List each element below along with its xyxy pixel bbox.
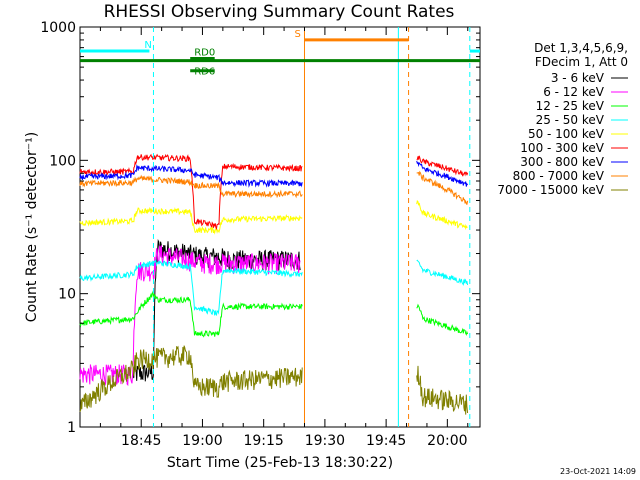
series-8-line — [79, 170, 469, 205]
series-5 — [79, 200, 468, 235]
tick-layer: 1 10 100 1000 18:45 19:00 19:15 19:30 19:45 20:00 — [40, 20, 480, 449]
flag-label-2: S — [294, 29, 300, 40]
legend-header-line-1: Det 1,3,4,5,6,9, — [534, 41, 628, 55]
y-tick-label-1: 1 — [67, 420, 76, 436]
legend-label-5: 50 - 100 keV — [528, 127, 605, 141]
series-1 — [132, 239, 301, 382]
legend: Det 1,3,4,5,6,9, FDecim 1, Att 0 3 - 6 k… — [497, 41, 628, 197]
legend-label-9: 7000 - 15000 keV — [497, 183, 604, 197]
x-tick-label-4: 19:30 — [305, 433, 345, 449]
chart-title: RHESSI Observing Summary Count Rates — [104, 2, 455, 22]
y-tick-label-2: 10 — [58, 287, 76, 303]
y-axis-label: Count Rate (s⁻¹ detector⁻¹) — [24, 132, 40, 322]
x-tick-label-5: 19:45 — [366, 433, 406, 449]
series-3-line — [79, 290, 469, 338]
series-7-line — [79, 160, 469, 188]
legend-label-7: 300 - 800 keV — [520, 155, 604, 169]
legend-label-2: 6 - 12 keV — [543, 85, 605, 99]
x-tick-label-1: 18:45 — [121, 433, 161, 449]
series-4-line — [79, 259, 469, 317]
series-4 — [79, 259, 469, 317]
flag-label-1: N — [144, 40, 151, 51]
series-3 — [79, 290, 469, 338]
series-2 — [79, 245, 301, 387]
y-tick-label-4: 1000 — [40, 20, 76, 36]
data-layer: N S RD0 RD6 — [79, 27, 480, 427]
x-tick-label-6: 20:00 — [427, 433, 467, 449]
legend-label-4: 25 - 50 keV — [536, 113, 605, 127]
legend-label-6: 100 - 300 keV — [520, 141, 604, 155]
legend-header-line-2: FDecim 1, Att 0 — [535, 55, 628, 69]
legend-label-1: 3 - 6 keV — [551, 71, 605, 85]
plot-frame — [79, 26, 481, 428]
series-9-line — [79, 345, 469, 415]
series-2-line — [79, 245, 301, 387]
flag-label-4: RD0 — [194, 48, 215, 59]
x-axis-label: Start Time (25-Feb-13 18:30:22) — [167, 455, 393, 471]
legend-label-8: 800 - 7000 keV — [513, 169, 605, 183]
timestamp: 23-Oct-2021 14:09 — [560, 467, 636, 476]
series-5-line — [79, 200, 468, 235]
legend-label-3: 12 - 25 keV — [536, 99, 605, 113]
x-tick-label-3: 19:15 — [243, 433, 283, 449]
series-1-line — [132, 239, 301, 382]
series-9 — [79, 345, 469, 415]
series-8 — [79, 170, 469, 205]
x-tick-label-2: 19:00 — [182, 433, 222, 449]
y-tick-label-3: 100 — [49, 153, 76, 169]
flag-label-5: RD6 — [194, 67, 215, 78]
series-7 — [79, 160, 469, 188]
